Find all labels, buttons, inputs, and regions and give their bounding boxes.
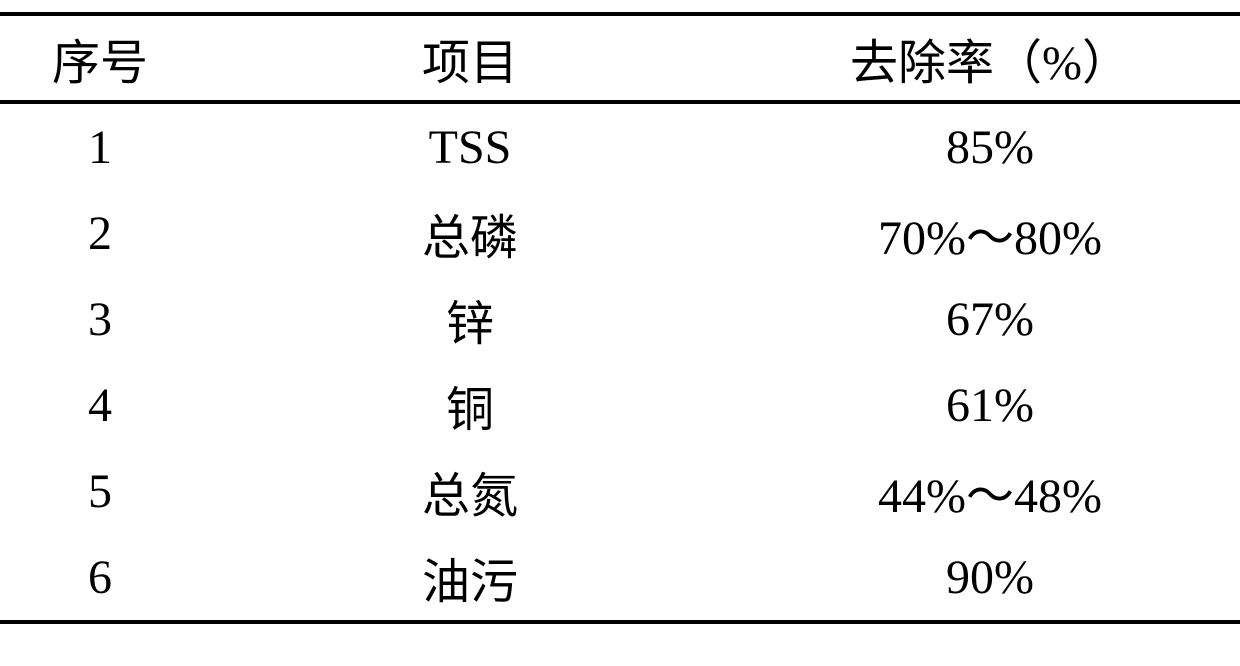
cell-rate: 90% [740,550,1240,605]
cell-rate: 70%～80% [740,198,1240,268]
cell-rate: 67% [740,292,1240,347]
cell-rate: 44%～48% [740,456,1240,526]
cell-index: 4 [0,378,200,433]
col-header-index: 序号 [0,23,200,93]
cell-index: 3 [0,292,200,347]
table-row: 1 TSS 85% [0,104,1240,190]
table-row: 6 油污 90% [0,534,1240,620]
removal-rate-table: 序号 项目 去除率（%） 1 TSS 85% 2 总磷 70%～80% 3 锌 … [0,0,1240,666]
cell-index: 2 [0,206,200,261]
cell-index: 1 [0,120,200,175]
table-row: 2 总磷 70%～80% [0,190,1240,276]
cell-item: TSS [200,120,740,175]
cell-item: 油污 [200,542,740,612]
cell-item: 铜 [200,370,740,440]
cell-item: 总磷 [200,198,740,268]
cell-index: 6 [0,550,200,605]
cell-index: 5 [0,464,200,519]
table-bottom-border [0,620,1240,624]
cell-rate: 85% [740,120,1240,175]
cell-item: 锌 [200,284,740,354]
col-header-rate: 去除率（%） [740,23,1240,93]
col-header-item: 项目 [200,23,740,93]
cell-item: 总氮 [200,456,740,526]
cell-rate: 61% [740,378,1240,433]
table-row: 4 铜 61% [0,362,1240,448]
table-row: 3 锌 67% [0,276,1240,362]
table-row: 5 总氮 44%～48% [0,448,1240,534]
table-header-row: 序号 项目 去除率（%） [0,16,1240,100]
